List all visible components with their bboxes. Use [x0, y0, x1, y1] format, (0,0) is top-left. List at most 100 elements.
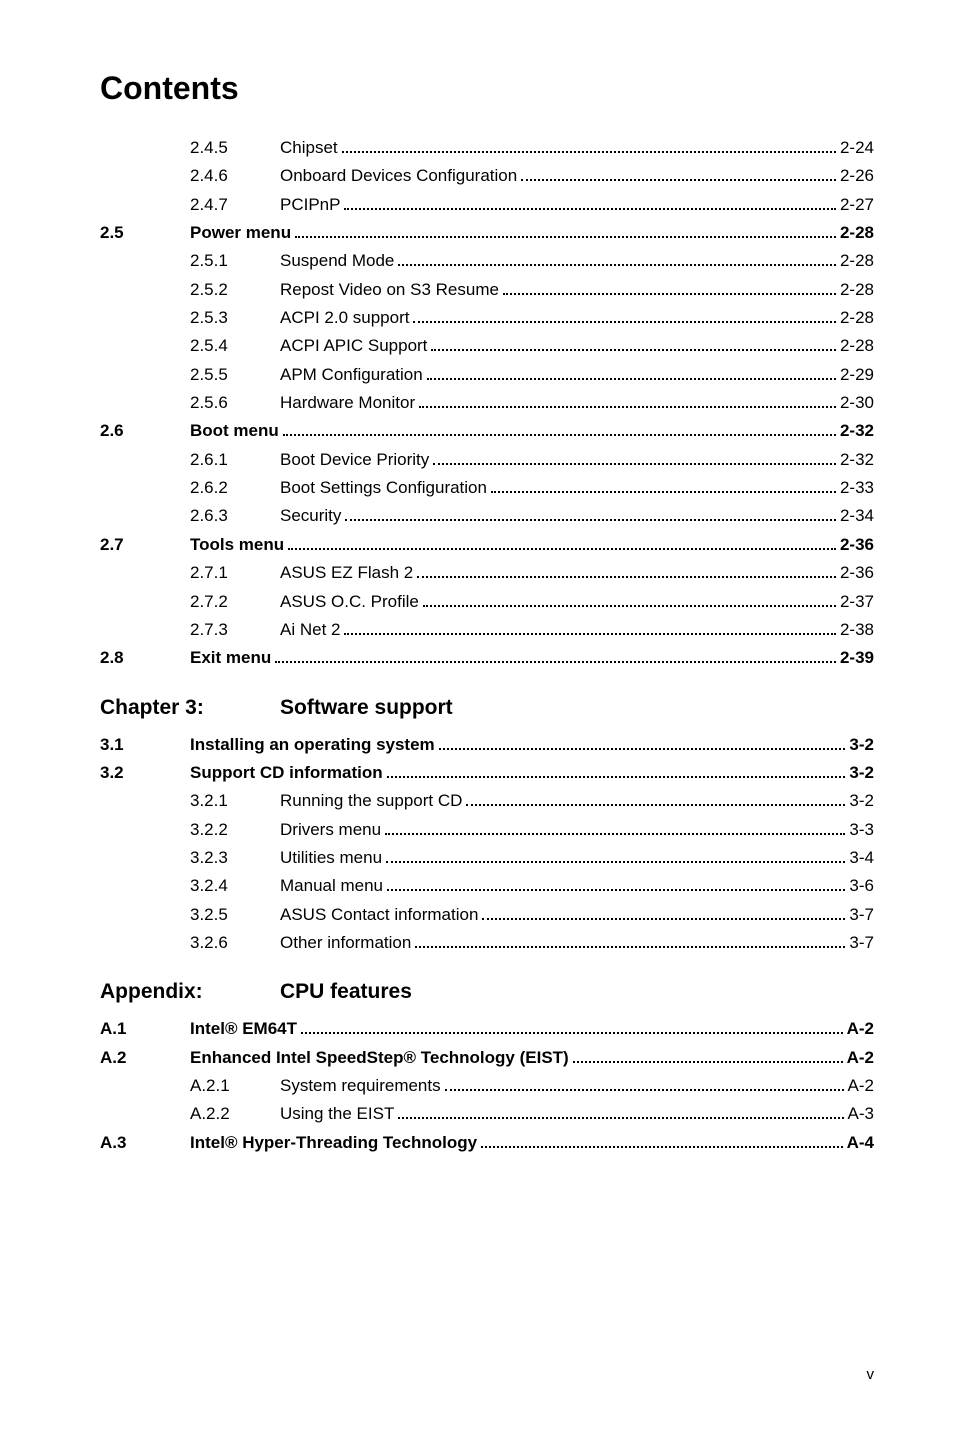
toc-entry-main: 2.5Power menu 2-28 [100, 220, 874, 246]
toc-entry-page: 3-6 [849, 873, 874, 899]
toc-entry-number: 2.5.2 [190, 277, 280, 303]
toc-entry-sub: 3.2.3Utilities menu 3-4 [100, 845, 874, 871]
toc-entry-number: 3.2.1 [190, 788, 280, 814]
toc-leader-dots [385, 833, 845, 835]
toc-entry-label: Power menu [190, 220, 291, 246]
toc-entry-page: 2-39 [840, 645, 874, 671]
toc-entry-sub: 2.5.3ACPI 2.0 support 2-28 [100, 305, 874, 331]
toc-entry-label: Intel® EM64T [190, 1016, 297, 1042]
toc-entry-sub: 3.2.1Running the support CD 3-2 [100, 788, 874, 814]
toc-entry-number: 2.7 [100, 532, 190, 558]
toc-leader-dots [301, 1032, 843, 1034]
toc-entry-label: Exit menu [190, 645, 271, 671]
toc-entry-label: Intel® Hyper-Threading Technology [190, 1130, 477, 1156]
toc-entry-label: Security [280, 503, 341, 529]
toc-entry-main: 3.2Support CD information 3-2 [100, 760, 874, 786]
toc-entry-sub: 3.2.4Manual menu 3-6 [100, 873, 874, 899]
toc-entry-sub: 2.5.5APM Configuration 2-29 [100, 362, 874, 388]
toc-entry-sub: A.2.1System requirements A-2 [100, 1073, 874, 1099]
toc-block-appendix: A.1Intel® EM64T A-2A.2Enhanced Intel Spe… [100, 1016, 874, 1156]
toc-leader-dots [398, 264, 836, 266]
toc-leader-dots [431, 349, 836, 351]
toc-entry-page: 2-30 [840, 390, 874, 416]
toc-entry-page: 2-36 [840, 532, 874, 558]
toc-entry-page: 2-28 [840, 277, 874, 303]
toc-leader-dots [387, 776, 846, 778]
toc-entry-sub: 2.5.2Repost Video on S3 Resume 2-28 [100, 277, 874, 303]
toc-entry-label: Ai Net 2 [280, 617, 340, 643]
toc-entry-sub: A.2.2Using the EIST A-3 [100, 1101, 874, 1127]
toc-leader-dots [413, 321, 836, 323]
toc-entry-label: PCIPnP [280, 192, 340, 218]
toc-leader-dots [423, 605, 836, 607]
toc-entry-number: 2.4.7 [190, 192, 280, 218]
toc-entry-sub: 2.6.3Security 2-34 [100, 503, 874, 529]
toc-entry-number: A.1 [100, 1016, 190, 1042]
toc-entry-sub: 2.5.6Hardware Monitor 2-30 [100, 390, 874, 416]
toc-entry-label: APM Configuration [280, 362, 423, 388]
toc-entry-number: A.2.2 [190, 1101, 280, 1127]
toc-entry-number: 3.2.4 [190, 873, 280, 899]
toc-leader-dots [466, 804, 845, 806]
toc-entry-page: 3-3 [849, 817, 874, 843]
toc-entry-number: 2.7.3 [190, 617, 280, 643]
toc-entry-page: 2-36 [840, 560, 874, 586]
toc-entry-number: 2.7.1 [190, 560, 280, 586]
toc-entry-main: A.3Intel® Hyper-Threading Technology A-4 [100, 1130, 874, 1156]
toc-entry-page: 3-2 [849, 732, 874, 758]
toc-entry-main: 2.8Exit menu 2-39 [100, 645, 874, 671]
toc-entry-main: 2.7Tools menu 2-36 [100, 532, 874, 558]
toc-entry-label: Chipset [280, 135, 338, 161]
toc-leader-dots [288, 548, 836, 550]
toc-entry-number: 2.5.1 [190, 248, 280, 274]
toc-entry-page: 2-28 [840, 248, 874, 274]
toc-entry-sub: 2.4.6Onboard Devices Configuration 2-26 [100, 163, 874, 189]
toc-entry-number: 2.6.3 [190, 503, 280, 529]
toc-entry-label: Boot Device Priority [280, 447, 429, 473]
toc-entry-number: 2.6 [100, 418, 190, 444]
toc-entry-sub: 3.2.6Other information 3-7 [100, 930, 874, 956]
toc-entry-sub: 2.6.2Boot Settings Configuration 2-33 [100, 475, 874, 501]
toc-entry-page: A-4 [847, 1130, 874, 1156]
toc-entry-page: 2-32 [840, 418, 874, 444]
page-title: Contents [100, 70, 874, 107]
toc-entry-page: 2-24 [840, 135, 874, 161]
toc-entry-main: A.1Intel® EM64T A-2 [100, 1016, 874, 1042]
toc-entry-label: System requirements [280, 1073, 441, 1099]
toc-leader-dots [275, 661, 836, 663]
toc-entry-number: A.3 [100, 1130, 190, 1156]
toc-entry-number: 2.5.6 [190, 390, 280, 416]
toc-entry-number: 3.2.2 [190, 817, 280, 843]
toc-entry-page: 3-7 [849, 902, 874, 928]
toc-entry-number: 3.2 [100, 760, 190, 786]
toc-leader-dots [439, 748, 846, 750]
toc-entry-main: A.2Enhanced Intel SpeedStep® Technology … [100, 1045, 874, 1071]
toc-entry-label: Boot menu [190, 418, 279, 444]
toc-entry-page: A-2 [848, 1073, 874, 1099]
toc-entry-number: A.2 [100, 1045, 190, 1071]
toc-leader-dots [445, 1089, 844, 1091]
toc-entry-number: 2.8 [100, 645, 190, 671]
toc-entry-sub: 3.2.5ASUS Contact information 3-7 [100, 902, 874, 928]
chapter-3-title: Software support [280, 696, 453, 720]
toc-entry-number: 2.5.4 [190, 333, 280, 359]
toc-entry-label: Installing an operating system [190, 732, 435, 758]
toc-leader-dots [427, 378, 836, 380]
toc-entry-label: Hardware Monitor [280, 390, 415, 416]
toc-block-chapter2-continued: 2.4.5Chipset 2-242.4.6Onboard Devices Co… [100, 135, 874, 672]
page-number: v [867, 1366, 875, 1383]
toc-leader-dots [521, 179, 836, 181]
toc-entry-page: 3-2 [849, 788, 874, 814]
toc-entry-sub: 2.4.7PCIPnP 2-27 [100, 192, 874, 218]
toc-leader-dots [345, 519, 836, 521]
toc-entry-number: 2.4.6 [190, 163, 280, 189]
toc-entry-page: 2-26 [840, 163, 874, 189]
toc-leader-dots [344, 208, 835, 210]
toc-entry-label: Support CD information [190, 760, 383, 786]
toc-leader-dots [386, 861, 845, 863]
toc-leader-dots [491, 491, 836, 493]
toc-entry-page: 2-38 [840, 617, 874, 643]
toc-leader-dots [419, 406, 836, 408]
toc-entry-label: ACPI APIC Support [280, 333, 427, 359]
toc-entry-label: Running the support CD [280, 788, 462, 814]
